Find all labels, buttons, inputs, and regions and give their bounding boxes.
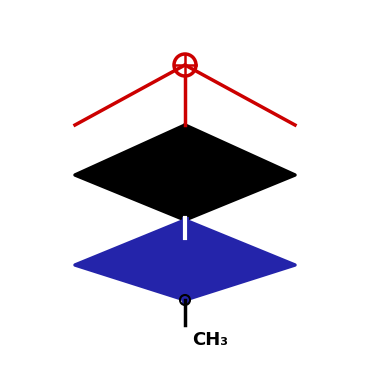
Polygon shape <box>185 220 295 300</box>
Text: CH₃: CH₃ <box>192 331 228 349</box>
Polygon shape <box>75 125 185 220</box>
Polygon shape <box>75 220 185 300</box>
Polygon shape <box>185 125 295 220</box>
